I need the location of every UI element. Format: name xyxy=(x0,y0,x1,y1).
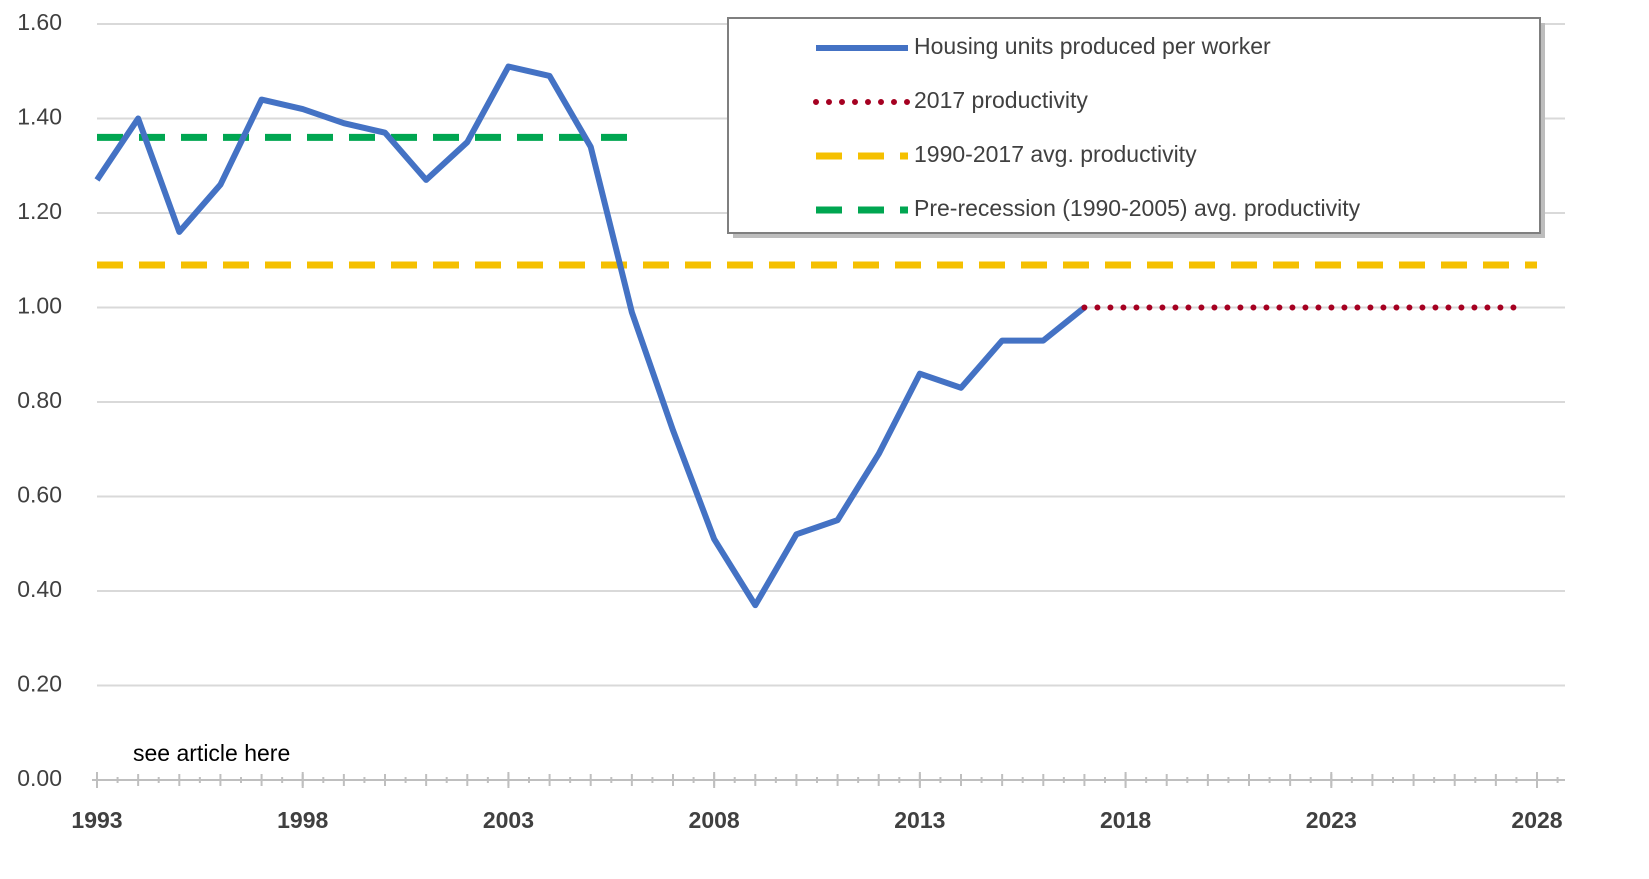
y-tick-label: 1.00 xyxy=(17,293,62,319)
y-tick-label: 0.20 xyxy=(17,671,62,697)
x-tick-label: 2013 xyxy=(894,807,945,833)
legend-label: Housing units produced per worker xyxy=(914,33,1271,59)
y-tick-label: 0.40 xyxy=(17,576,62,602)
x-tick-label: 2008 xyxy=(689,807,740,833)
x-tick-label: 1993 xyxy=(71,807,122,833)
annotation: see article here xyxy=(133,740,290,766)
y-tick-label: 0.60 xyxy=(17,482,62,508)
x-tick-label: 2023 xyxy=(1306,807,1357,833)
y-tick-label: 1.20 xyxy=(17,198,62,224)
y-tick-label: 0.80 xyxy=(17,387,62,413)
legend-label: 2017 productivity xyxy=(914,87,1088,113)
legend-label: Pre-recession (1990-2005) avg. productiv… xyxy=(914,195,1361,221)
legend xyxy=(727,17,1541,234)
y-tick-label: 1.60 xyxy=(17,9,62,35)
x-tick-label: 1998 xyxy=(277,807,328,833)
y-tick-label: 1.40 xyxy=(17,104,62,130)
series-line xyxy=(94,63,1087,609)
y-tick-label: 0.00 xyxy=(17,765,62,791)
x-tick-label: 2028 xyxy=(1511,807,1562,833)
x-tick-label: 2018 xyxy=(1100,807,1151,833)
x-tick-label: 2003 xyxy=(483,807,534,833)
legend-label: 1990-2017 avg. productivity xyxy=(914,141,1197,167)
